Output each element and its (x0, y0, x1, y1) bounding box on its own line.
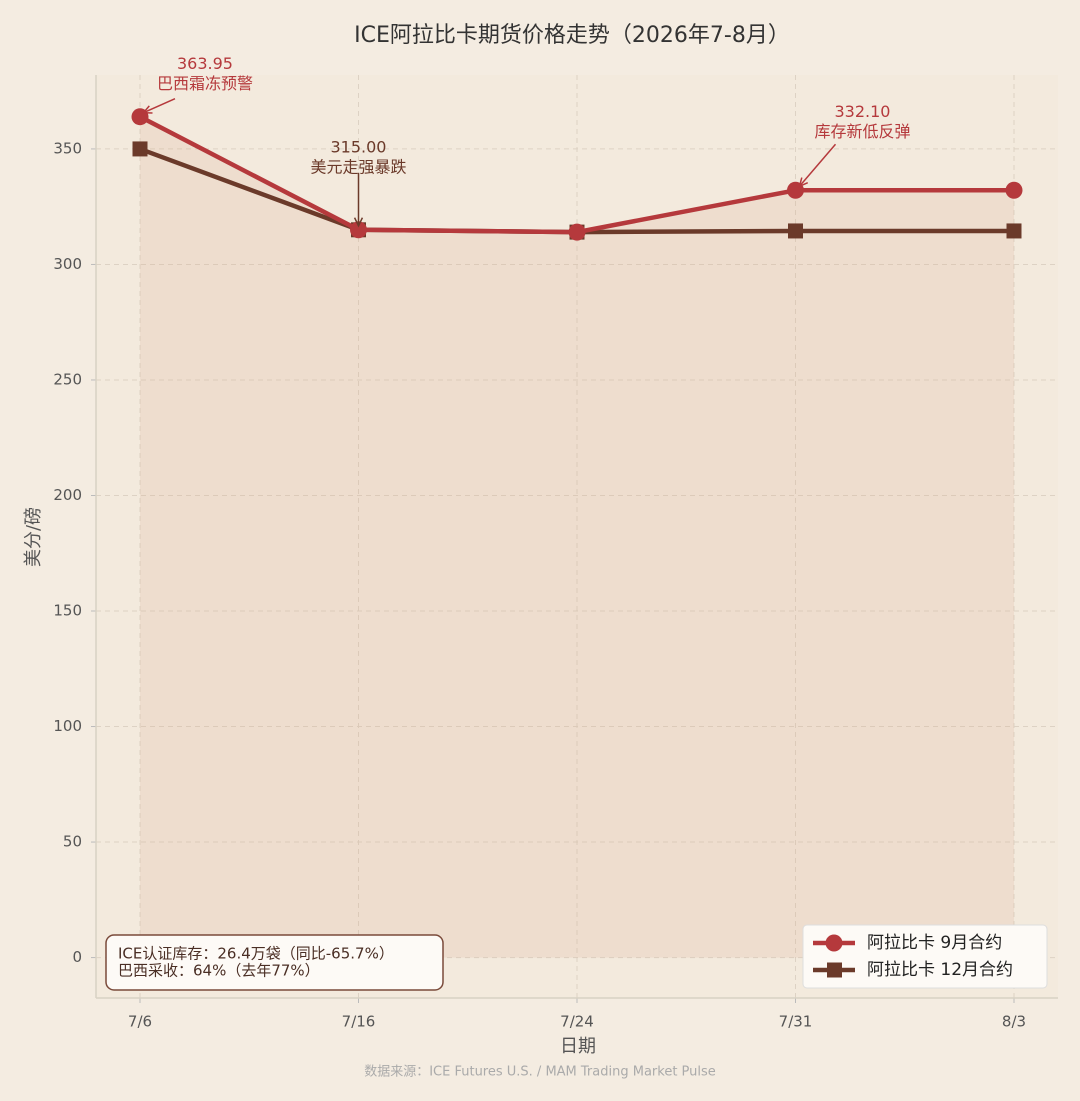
info-box (105, 934, 444, 991)
legend-label: 阿拉比卡 12月合约 (867, 960, 1013, 980)
y-tick-label: 150 (53, 602, 82, 620)
y-tick-label: 0 (72, 948, 82, 966)
annotation-text: 美元走强暴跌 (310, 157, 406, 176)
annotation-text: 巴西霜冻预警 (157, 74, 253, 93)
annotation-arrowhead (798, 177, 809, 188)
annotation-arrowhead (353, 217, 364, 228)
annotation-text: 库存新低反弹 (814, 122, 910, 141)
source-note: 数据来源：ICE Futures U.S. / MAM Trading Mark… (364, 1065, 716, 1080)
x-axis-label: 日期 (560, 1036, 596, 1057)
chart-title: ICE阿拉比卡期货价格走势（2026年7-8月） (354, 23, 790, 48)
annotation-value: 363.95 (177, 54, 233, 73)
y-tick-label: 250 (53, 370, 82, 388)
y-tick-label: 300 (53, 255, 82, 273)
data-point (1006, 223, 1022, 239)
y-axis-label: 美分/磅 (23, 507, 44, 567)
legend-marker (825, 934, 843, 952)
area-fill (140, 116, 1014, 958)
legend-marker (827, 962, 842, 978)
data-point (350, 221, 367, 239)
data-point (132, 141, 148, 157)
annotation-value: 332.10 (835, 102, 891, 121)
info-text: 巴西采收：64%（去年77%） (118, 962, 320, 980)
y-tick-label: 350 (53, 139, 82, 157)
x-tick-label: 8/3 (1002, 1013, 1026, 1031)
annotation-value: 315.00 (331, 137, 387, 156)
y-tick-label: 100 (53, 717, 82, 735)
data-point (568, 223, 586, 241)
legend-label: 阿拉比卡 9月合约 (867, 933, 1002, 953)
y-tick-label: 200 (53, 486, 82, 504)
annotation-arrowhead (141, 105, 153, 114)
legend-box (802, 924, 1048, 989)
data-point (1005, 181, 1023, 199)
x-tick-label: 7/6 (128, 1013, 152, 1031)
x-tick-label: 7/31 (779, 1013, 813, 1031)
y-tick-label: 50 (63, 833, 82, 851)
annotation-arrow (143, 98, 176, 114)
annotation-arrow (798, 143, 837, 187)
x-tick-label: 7/24 (560, 1013, 594, 1031)
info-text: ICE认证库存：26.4万袋（同比-65.7%） (118, 945, 394, 963)
data-point (788, 223, 803, 239)
x-tick-label: 7/16 (342, 1013, 376, 1031)
